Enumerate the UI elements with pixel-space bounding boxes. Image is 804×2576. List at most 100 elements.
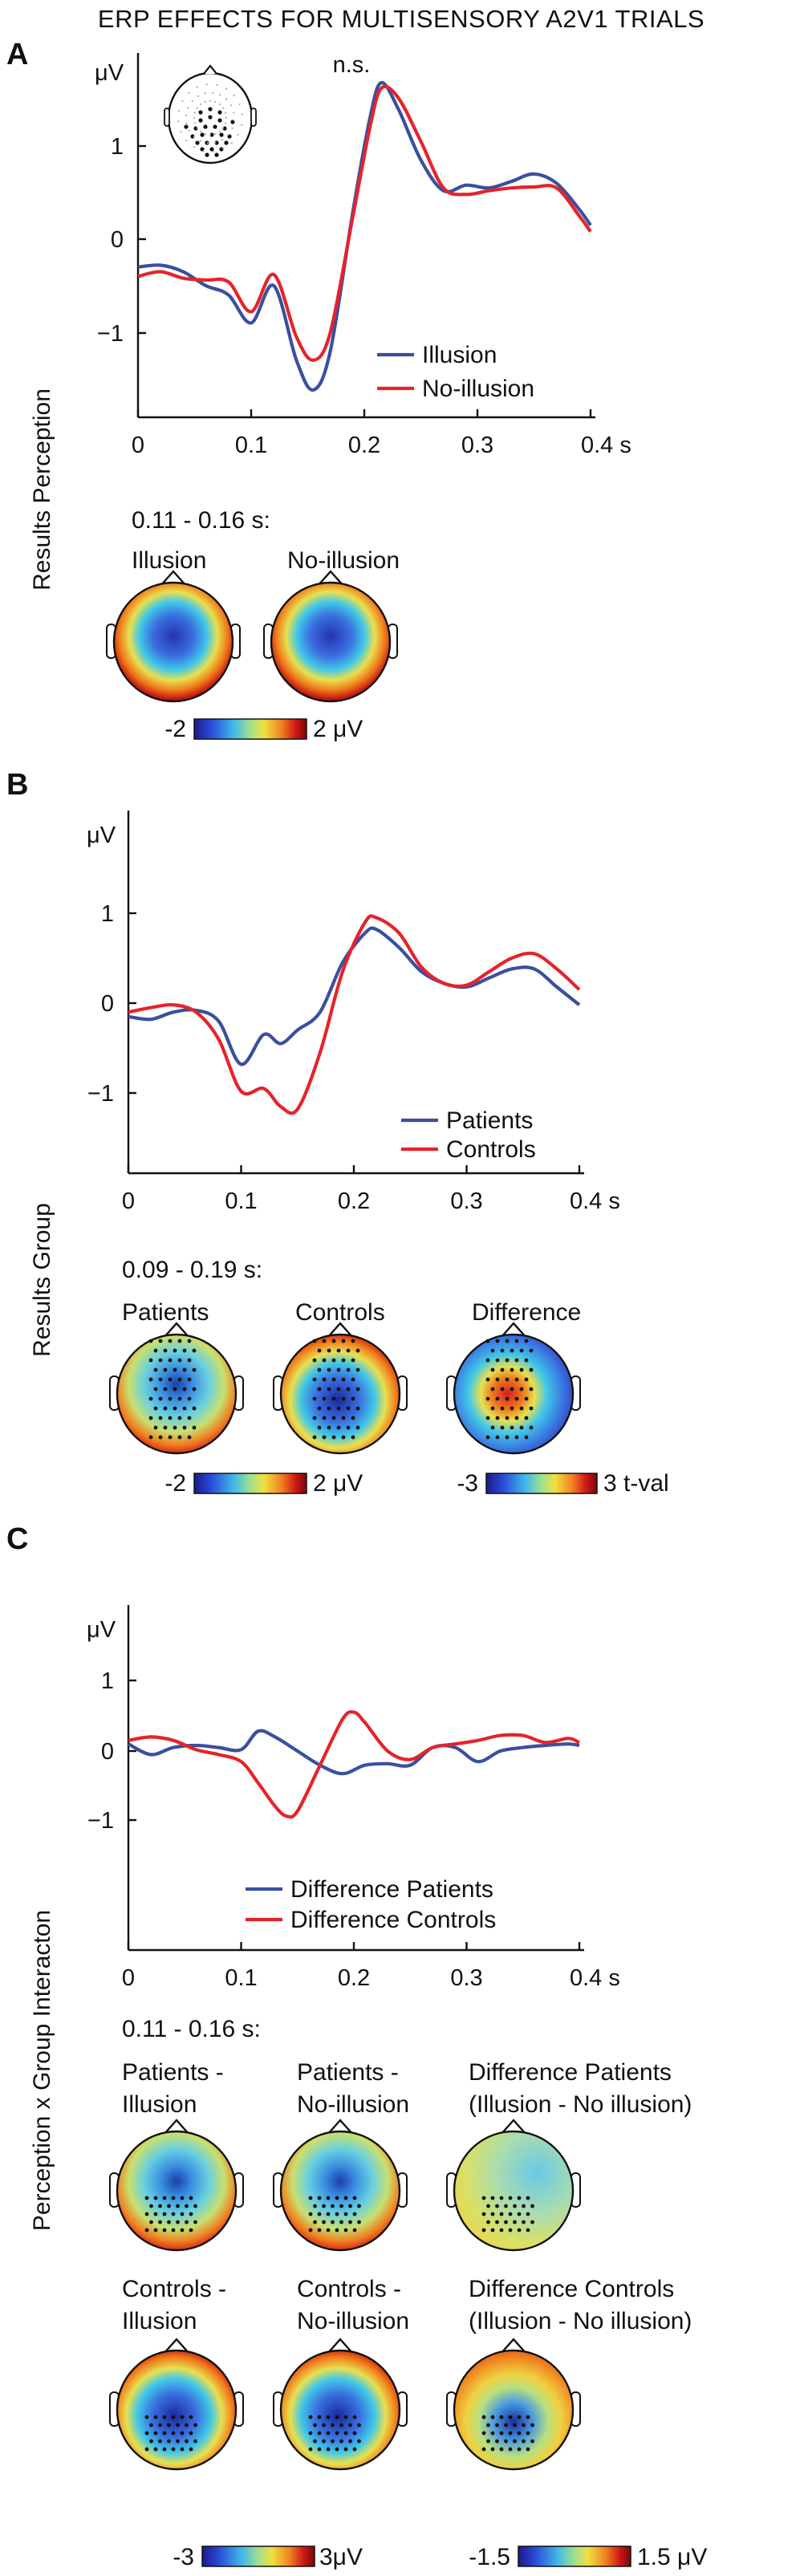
electrode-dot [185,2220,189,2225]
electrode-dot [335,2415,339,2420]
topo-window-b: 0.09 - 0.19 s: [122,1257,262,1283]
electrode-inset [164,64,257,165]
colorbar-b-tval-max: 3 t-val [603,1470,669,1497]
electrode-dot [163,1367,168,1372]
electrode-dot [481,2447,486,2452]
electrode-dot [195,140,200,145]
x-tick-label: 0.4 s [570,1965,620,1991]
electrode-dot [182,1425,187,1430]
electrode-dot [163,1387,168,1392]
y-unit-label: μV [87,1617,116,1643]
electrode-dot [335,2228,339,2233]
electrode-dot [148,1339,153,1343]
electrode-dot [185,2204,189,2208]
topo-label-c-r1c3-l2: (Illusion - No illusion) [469,2091,692,2118]
electrode-dot [500,1387,505,1392]
x-tick-label: 0 [122,1965,135,1991]
electrode-dot-faint [238,103,241,106]
electrode-dot [490,2447,495,2452]
electrode-dot [495,1377,500,1382]
electrode-dot [173,1348,177,1353]
topomap-b-controls [273,1322,408,1455]
colorbar-a-max: 2 μV [313,716,363,742]
electrode-dot [514,1339,519,1343]
electrode-dot [513,2423,517,2428]
electrode-dot [153,1425,158,1430]
electrode-dot-faint [241,113,243,116]
electrode-dot-faint [230,142,233,144]
electrode-dot [357,2439,361,2444]
topomap-c-difference-patients [446,2119,581,2252]
electrode-dot [513,2220,517,2225]
electrode-dot [504,2439,508,2444]
chart-c: 1 0 −1 μV 0 0.1 0.2 0.3 0.4 s Difference Patients… [87,1605,620,1991]
electrode-dot [495,2220,499,2225]
electrode-dot [144,2212,149,2216]
electrode-dot [517,2228,522,2233]
electrode-dot [171,2196,176,2200]
annotation-ns: n.s. [333,52,371,78]
electrode-dot [308,2447,313,2452]
electrode-dot [495,2423,499,2428]
electrode-dot-faint [233,120,235,122]
electrode-dot [182,1406,187,1411]
electrode-dot [355,1367,360,1372]
topo-label-c-r1c1-l2: Illusion [122,2091,197,2118]
colorbar-a: -2 2 μV [164,716,363,742]
x-tick-label: 0.2 [348,433,380,458]
electrode-dot [490,2431,495,2436]
electrode-dot-faint [193,146,196,148]
legend-label: Patients [446,1107,533,1134]
electrode-dot [505,1339,510,1343]
electrode-dot [499,2447,504,2452]
electrode-dot [499,2212,504,2216]
electrode-dot [148,1396,153,1401]
electrode-dot-faint [181,100,184,103]
electrode-dot [208,115,213,120]
electrode-dot [185,2423,189,2428]
electrode-dot [177,1416,182,1420]
electrode-dot-faint [180,130,182,133]
x-tick-label: 0.2 [338,1188,370,1214]
electrode-dot-faint [187,107,189,109]
electrode-dot [317,1406,322,1411]
electrode-dot [355,1348,360,1353]
electrode-dot [182,1367,187,1372]
electrode-dot-faint [218,103,221,106]
electrode-dot [504,2220,508,2225]
electrode-dot [326,2447,331,2452]
electrode-dot [343,2196,348,2200]
electrode-dot [495,1396,500,1401]
electrode-dot [176,2439,180,2444]
scalp-map [279,2130,401,2252]
electrode-dot [203,124,208,129]
electrode-dot-faint [221,139,224,141]
y-tick-label: −1 [87,1081,114,1107]
y-tick-label: −1 [87,1808,114,1834]
electrode-dot [508,2447,513,2452]
electrode-dot [176,2220,180,2225]
electrode-dot [149,2423,153,2428]
electrode-dot-faint [224,112,227,114]
electrode-dot [153,1387,158,1392]
scalp-map [116,1333,238,1455]
electrode-dot [517,2431,522,2436]
electrode-dot [312,1416,317,1420]
electrode-dot [192,1425,197,1430]
electrode-dot [322,1377,327,1382]
topomap-c-difference-controls [446,2338,581,2471]
electrode-dot-faint [200,130,202,133]
scalp-map [279,2349,401,2471]
electrode-dot [351,1358,355,1363]
topo-label-c-r2c2-l1: Controls - [297,2276,401,2302]
electrode-dot [526,2196,530,2200]
electrode-dot [486,2423,490,2428]
electrode-dot [162,2228,167,2233]
electrode-dot-faint [233,94,235,96]
electrode-dot [149,2439,153,2444]
electrode-dot [317,2228,322,2233]
x-tick-label: 0.3 [450,1965,482,1991]
electrode-dot [317,2196,322,2200]
electrode-dot [352,2196,357,2200]
